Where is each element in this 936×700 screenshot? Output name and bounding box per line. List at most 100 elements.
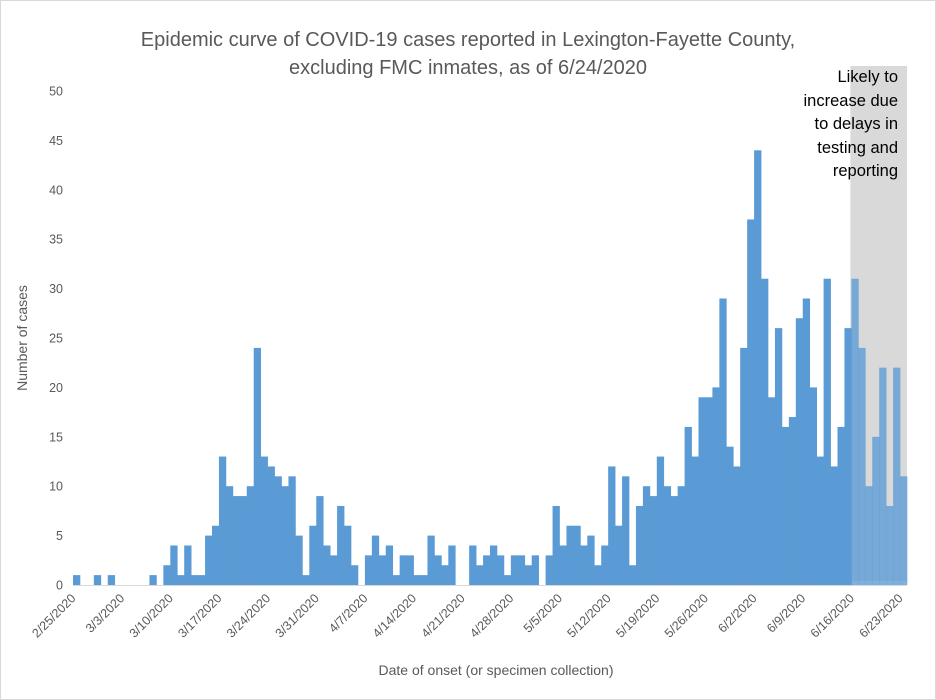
case-bar bbox=[483, 555, 491, 585]
x-tick-label: 5/26/2020 bbox=[662, 591, 711, 640]
case-bar bbox=[788, 417, 797, 585]
case-bar bbox=[594, 565, 602, 585]
case-bar bbox=[517, 555, 526, 585]
case-bar bbox=[795, 318, 804, 585]
annotation-line-4: testing and bbox=[817, 138, 898, 157]
case-bar bbox=[698, 397, 706, 585]
case-bar bbox=[316, 496, 324, 585]
case-bar bbox=[281, 486, 289, 585]
case-bar bbox=[601, 545, 609, 585]
case-bar bbox=[399, 555, 407, 585]
x-tick-label: 5/12/2020 bbox=[565, 591, 614, 640]
y-tick-label: 20 bbox=[49, 381, 63, 395]
case-bar bbox=[149, 575, 157, 585]
x-tick-label: 6/2/2020 bbox=[715, 591, 759, 635]
case-bar bbox=[747, 219, 755, 585]
case-bar bbox=[170, 545, 178, 585]
case-bar bbox=[163, 565, 171, 585]
case-bar bbox=[246, 486, 255, 585]
case-bar bbox=[184, 545, 192, 585]
y-axis-label: Number of cases bbox=[14, 285, 30, 391]
case-bar bbox=[754, 150, 762, 585]
case-bar bbox=[413, 575, 421, 585]
case-bar bbox=[851, 278, 859, 585]
case-bar bbox=[309, 525, 317, 585]
chart-title-line-2: excluding FMC inmates, as of 6/24/2020 bbox=[289, 57, 647, 79]
case-bar bbox=[295, 535, 303, 585]
case-bar bbox=[705, 397, 713, 585]
case-bar bbox=[858, 347, 866, 585]
x-tick-label: 5/5/2020 bbox=[521, 591, 565, 635]
case-bar bbox=[642, 486, 651, 585]
case-bar bbox=[469, 545, 477, 585]
case-bar bbox=[559, 545, 567, 585]
case-bar bbox=[649, 496, 658, 585]
case-bar bbox=[232, 496, 241, 585]
annotation-line-3: to delays in bbox=[814, 115, 898, 133]
case-bar bbox=[573, 525, 581, 585]
case-bar bbox=[330, 555, 338, 585]
case-bar bbox=[587, 535, 595, 585]
x-tick-label: 4/14/2020 bbox=[370, 591, 419, 640]
case-bar bbox=[893, 367, 901, 585]
case-bar bbox=[385, 545, 394, 585]
y-tick-label: 40 bbox=[49, 183, 63, 197]
case-bar bbox=[107, 575, 116, 585]
case-bar bbox=[392, 575, 400, 585]
case-bar bbox=[872, 436, 880, 585]
case-bar bbox=[879, 367, 887, 585]
case-bar bbox=[774, 328, 783, 585]
case-bar bbox=[837, 426, 845, 585]
case-bar bbox=[510, 555, 519, 585]
x-tick-label: 5/19/2020 bbox=[613, 591, 662, 640]
case-bar bbox=[635, 505, 644, 585]
case-bar bbox=[809, 387, 817, 585]
case-bar bbox=[406, 555, 414, 585]
case-bar bbox=[670, 496, 678, 585]
case-bar bbox=[816, 456, 824, 585]
case-bar bbox=[378, 555, 387, 585]
case-bar bbox=[531, 555, 539, 585]
y-tick-label: 5 bbox=[56, 529, 63, 543]
y-tick-label: 50 bbox=[49, 85, 63, 99]
x-tick-label: 6/9/2020 bbox=[764, 591, 808, 635]
case-bar bbox=[93, 575, 102, 585]
case-bar bbox=[503, 575, 512, 585]
case-bar bbox=[191, 575, 199, 585]
case-bar bbox=[205, 535, 213, 585]
case-bar bbox=[434, 555, 442, 585]
case-bar bbox=[420, 575, 428, 585]
case-bar bbox=[351, 565, 359, 585]
case-bar bbox=[844, 328, 852, 585]
y-tick-label: 10 bbox=[49, 480, 63, 494]
case-bar bbox=[608, 466, 616, 585]
case-bar bbox=[212, 525, 220, 585]
case-bar bbox=[288, 476, 296, 585]
case-bar bbox=[225, 486, 234, 585]
case-bar bbox=[524, 565, 533, 585]
case-bar bbox=[802, 298, 811, 585]
case-bar bbox=[198, 575, 206, 585]
y-tick-label: 25 bbox=[49, 332, 63, 346]
chart-title-line-1: Epidemic curve of COVID-19 cases reporte… bbox=[140, 29, 796, 51]
x-tick-label: 4/28/2020 bbox=[467, 591, 516, 640]
delay-annotation: Likely to increase due to delays in test… bbox=[778, 66, 898, 184]
x-tick-label: 3/17/2020 bbox=[175, 591, 224, 640]
case-bar bbox=[344, 525, 352, 585]
case-bar bbox=[177, 575, 185, 585]
case-bar bbox=[761, 278, 769, 585]
x-tick-label: 6/16/2020 bbox=[808, 591, 857, 640]
x-tick-label: 4/21/2020 bbox=[419, 591, 468, 640]
annotation-line-5: reporting bbox=[832, 162, 898, 180]
case-bar bbox=[552, 505, 560, 585]
case-bar bbox=[781, 426, 790, 585]
case-bar bbox=[496, 555, 505, 585]
x-tick-label: 3/3/2020 bbox=[83, 591, 127, 635]
case-bar bbox=[886, 505, 894, 585]
case-bar bbox=[371, 535, 380, 585]
case-bar bbox=[260, 456, 268, 585]
y-tick-label: 0 bbox=[56, 579, 63, 593]
case-bar bbox=[580, 545, 588, 585]
case-bar bbox=[441, 565, 449, 585]
case-bar bbox=[726, 446, 734, 585]
